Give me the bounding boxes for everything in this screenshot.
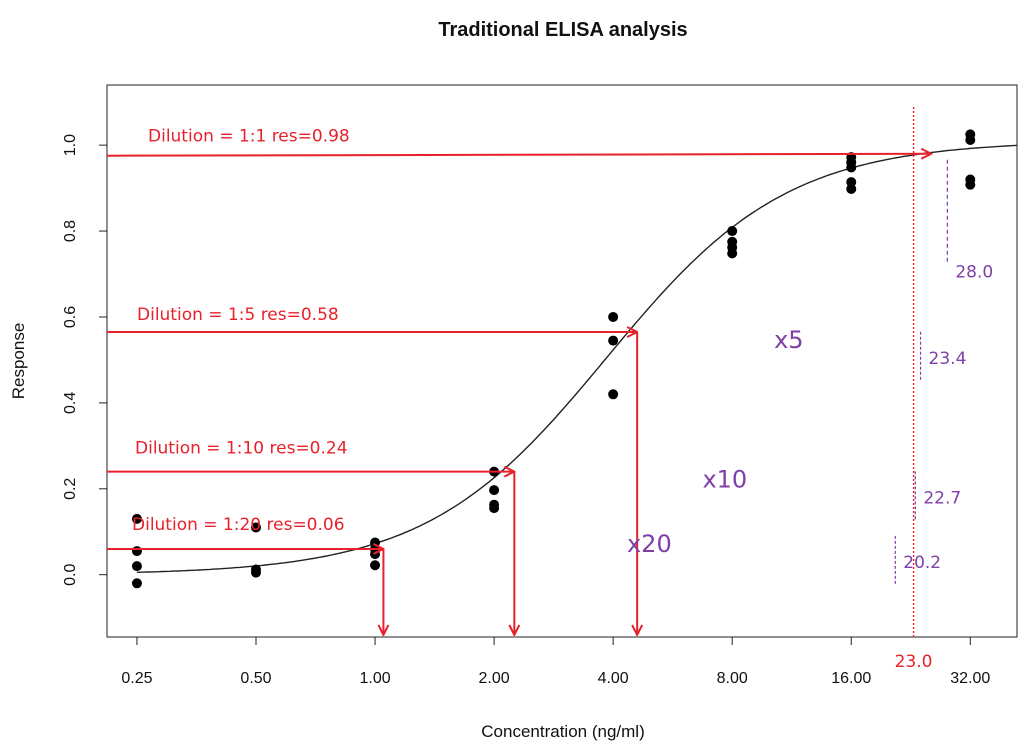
- data-point: [846, 183, 857, 194]
- data-point: [489, 503, 500, 514]
- data-point: [131, 546, 142, 557]
- y-axis-label: Response: [9, 323, 28, 400]
- data-point: [131, 578, 142, 589]
- data-point: [846, 162, 857, 173]
- data-point: [489, 485, 500, 496]
- reading-label: Dilution = 1:10 res=0.24: [135, 439, 348, 459]
- data-point: [608, 311, 619, 322]
- x-tick-label: 32.00: [950, 670, 990, 687]
- x-axis-label: Concentration (ng/ml): [481, 722, 644, 741]
- data-point: [965, 179, 976, 190]
- fit-curve: [136, 144, 1018, 573]
- y-tick-label: 1.0: [62, 134, 79, 156]
- reading-arrow: [106, 154, 931, 156]
- chart-title: Traditional ELISA analysis: [438, 19, 687, 41]
- data-points: [131, 129, 976, 589]
- y-tick-label: 0.4: [62, 392, 79, 414]
- data-point: [131, 561, 142, 572]
- x-tick-label: 0.50: [240, 670, 271, 687]
- data-point: [608, 389, 619, 400]
- data-point: [727, 248, 738, 259]
- fit-curve-layer: [136, 144, 1018, 573]
- reading-annotations: Dilution = 1:1 res=0.98 Dilution = 1:5 re…: [106, 127, 931, 635]
- average-concentration-label: 23.0: [895, 652, 933, 672]
- result-label: 23.4: [929, 349, 967, 369]
- x-tick-label: 16.00: [831, 670, 871, 687]
- plot-frame: [106, 84, 1018, 638]
- data-point: [727, 226, 738, 237]
- data-point: [250, 522, 261, 533]
- x-tick-label: 8.00: [717, 670, 748, 687]
- data-point: [131, 513, 142, 524]
- reading-label: Dilution = 1:1 res=0.98: [148, 127, 350, 147]
- result-label: 20.2: [903, 553, 941, 573]
- result-label: 22.7: [923, 488, 961, 508]
- multiplier-label: x10: [702, 465, 747, 493]
- y-axis: 0.0 0.2 0.4 0.6 0.8 1.0: [62, 134, 108, 586]
- reading-label: Dilution = 1:5 res=0.58: [137, 305, 339, 325]
- data-point: [608, 335, 619, 346]
- x-tick-label: 0.25: [121, 670, 152, 687]
- reading-label: Dilution = 1:20 res=0.06: [132, 515, 345, 535]
- data-point: [846, 177, 857, 188]
- data-point: [370, 549, 381, 560]
- x-tick-label: 1.00: [359, 670, 390, 687]
- data-point: [250, 567, 261, 578]
- x-tick-label: 2.00: [479, 670, 510, 687]
- data-point: [965, 134, 976, 145]
- undiluted-result-label: 28.0: [955, 263, 993, 283]
- x-tick-label: 4.00: [598, 670, 629, 687]
- multiplier-label: x20: [627, 530, 672, 558]
- result-annotations: 28.0 23.0: [895, 107, 993, 672]
- y-tick-label: 0.6: [62, 306, 79, 328]
- x-axis: 0.25 0.50 1.00 2.00 4.00 8.00 16.00 32.00: [121, 636, 990, 687]
- y-tick-label: 0.8: [62, 220, 79, 242]
- multiplier-label: x5: [774, 326, 803, 354]
- multiplier-annotations: x5 23.4 x10 22.7 x20 20.2: [383, 326, 966, 584]
- data-point: [370, 560, 381, 571]
- y-tick-label: 0.2: [62, 478, 79, 500]
- y-tick-label: 0.0: [62, 563, 79, 585]
